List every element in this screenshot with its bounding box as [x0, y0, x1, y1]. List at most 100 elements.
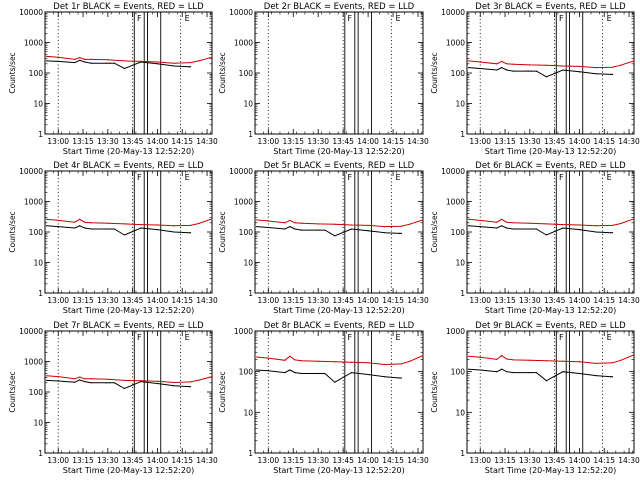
event-marker-label: F: [559, 173, 564, 182]
data-point: [610, 232, 612, 234]
x-axis-label: Start Time (20-May-13 12:52:20): [273, 306, 404, 315]
data-point: [384, 363, 386, 366]
data-point: [74, 378, 76, 380]
data-point: [113, 382, 116, 384]
data-point: [46, 55, 48, 58]
data-point: [496, 221, 498, 223]
data-point: [256, 219, 258, 221]
data-point: [173, 225, 175, 227]
data-point: [384, 376, 386, 378]
data-point: [350, 371, 353, 374]
data-point: [512, 63, 514, 65]
data-point: [188, 386, 190, 388]
data-point: [610, 73, 612, 75]
data-point: [367, 230, 369, 232]
data-point: [479, 61, 481, 63]
y-tick-label: 10: [243, 100, 253, 109]
y-tick-label: 1: [38, 289, 43, 298]
x-tick-label: 14:00: [357, 456, 379, 465]
plot-frame: [466, 170, 635, 294]
data-point: [384, 226, 386, 228]
y-tick-label: 1: [248, 289, 253, 298]
chart-title: Det 1r BLACK = Events, RED = LLD: [53, 2, 204, 12]
series-line: [468, 225, 613, 236]
data-point: [294, 359, 296, 361]
x-tick-label: 13:45: [332, 456, 354, 465]
series-line: [468, 218, 635, 227]
data-point: [189, 224, 192, 226]
data-point: [46, 225, 48, 227]
data-point: [289, 355, 291, 357]
x-tick-label: 13:30: [519, 456, 541, 465]
x-tick-label: 13:00: [257, 456, 279, 465]
event-marker-label: F: [559, 333, 564, 342]
x-tick-label: 13:30: [519, 137, 541, 146]
data-point: [633, 218, 635, 220]
data-point: [123, 60, 125, 62]
y-tick-label: 10000: [229, 8, 253, 17]
x-tick-label: 14:30: [618, 456, 640, 465]
series-line: [468, 60, 635, 69]
data-point: [334, 223, 336, 225]
chart-title: Det 7r BLACK = Events, RED = LLD: [53, 321, 204, 331]
data-point: [294, 228, 296, 230]
data-point: [315, 372, 318, 375]
data-point: [562, 65, 564, 67]
data-point: [156, 224, 159, 226]
data-point: [108, 382, 111, 384]
data-point: [512, 70, 514, 72]
data-point: [468, 218, 470, 220]
data-point: [156, 63, 159, 65]
y-axis-label: Counts/sec: [430, 211, 439, 252]
data-point: [189, 386, 192, 388]
data-point: [173, 62, 175, 64]
y-axis-label: Counts/sec: [430, 371, 439, 412]
x-tick-label: 13:00: [469, 456, 491, 465]
y-tick-label: 10: [455, 100, 465, 109]
data-point: [107, 59, 109, 61]
series-line: [46, 375, 213, 384]
x-axis-label: Start Time (20-May-13 12:52:20): [63, 147, 194, 156]
event-marker-label: E: [607, 173, 612, 182]
series-line: [256, 355, 424, 366]
data-point: [501, 354, 503, 357]
x-tick-label: 13:30: [307, 137, 329, 146]
event-marker-label: E: [607, 14, 612, 23]
data-point: [501, 60, 503, 63]
data-point: [535, 70, 538, 72]
plot-frame: [254, 11, 424, 135]
series-line: [468, 368, 613, 382]
x-tick-label: 13:00: [469, 296, 491, 305]
event-marker-label: F: [137, 14, 142, 23]
chart-title: Det 4r BLACK = Events, RED = LLD: [53, 161, 204, 171]
y-tick-label: 1000: [446, 327, 465, 336]
data-point: [105, 62, 107, 64]
data-point: [256, 369, 258, 371]
data-point: [530, 228, 533, 230]
chart-title: Det 9r BLACK = Events, RED = LLD: [475, 321, 626, 331]
x-tick-label: 13:45: [544, 456, 566, 465]
y-tick-label: 10000: [441, 167, 465, 176]
plot-frame: [44, 330, 213, 454]
y-tick-label: 1000: [234, 327, 253, 336]
x-axis-label: Start Time (20-May-13 12:52:20): [273, 466, 404, 475]
data-point: [79, 218, 81, 220]
data-point: [506, 69, 508, 71]
data-point: [90, 58, 92, 60]
y-tick-label: 1: [460, 130, 465, 139]
data-point: [400, 225, 402, 227]
event-marker-label: E: [185, 173, 190, 182]
data-point: [595, 362, 597, 364]
data-point: [512, 222, 514, 224]
data-point: [294, 222, 296, 224]
data-point: [422, 354, 424, 357]
data-point: [90, 62, 92, 64]
y-tick-label: 10: [243, 259, 253, 268]
y-tick-label: 100: [451, 228, 466, 237]
data-point: [611, 224, 614, 226]
data-point: [506, 221, 508, 223]
data-point: [300, 360, 303, 362]
data-point: [479, 356, 481, 358]
data-point: [140, 227, 142, 229]
x-tick-label: 13:45: [122, 296, 144, 305]
